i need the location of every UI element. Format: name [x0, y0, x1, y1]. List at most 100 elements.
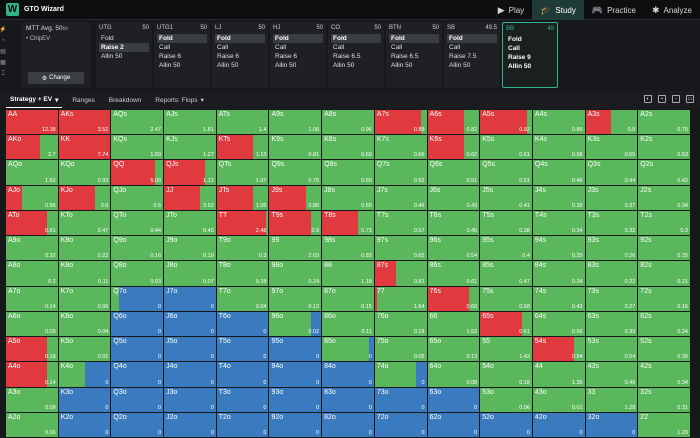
- hand-cell[interactable]: 54o 0.18: [480, 362, 532, 387]
- hand-cell[interactable]: 82o 0: [322, 412, 374, 437]
- hand-cell[interactable]: 42s 0.34: [638, 362, 690, 387]
- hand-cell[interactable]: T8o 0.18: [216, 261, 269, 286]
- action-option[interactable]: Allin 50: [101, 53, 123, 60]
- action-option[interactable]: Call: [449, 44, 461, 51]
- hand-cell[interactable]: TT 2.48: [216, 210, 269, 236]
- hand-cell[interactable]: KTs 1.13: [216, 135, 269, 160]
- hand-cell[interactable]: K8o 0.11: [58, 261, 111, 286]
- hand-cell[interactable]: 75o 0.05: [374, 337, 427, 362]
- hand-cell[interactable]: 93o 0: [269, 387, 322, 412]
- hand-cell[interactable]: Q7s 0.52: [374, 160, 427, 185]
- hand-cell[interactable]: A8o 0.2: [6, 261, 58, 286]
- nav-study[interactable]: 🎓 Study: [532, 0, 584, 20]
- lightning-icon[interactable]: ⚡: [0, 27, 7, 33]
- hand-cell[interactable]: A7o 0.14: [6, 286, 58, 311]
- hand-cell[interactable]: J2o 0: [164, 412, 216, 437]
- hand-cell[interactable]: 22 1.29: [638, 412, 690, 437]
- hand-cell[interactable]: 74s 0.42: [532, 286, 585, 311]
- hand-cell[interactable]: KTo 0.47: [58, 210, 111, 236]
- hand-cell[interactable]: 86s 0.61: [427, 261, 480, 286]
- action-option[interactable]: Call: [391, 44, 403, 51]
- position-btn[interactable]: BTN 50 Fold Call Raise 6.5 Allin 50: [386, 22, 442, 88]
- hand-cell[interactable]: QQ 5.09: [111, 160, 164, 185]
- hand-cell[interactable]: K7s 0.66: [374, 135, 427, 160]
- tab-ranges[interactable]: Ranges: [72, 96, 95, 104]
- hand-cell[interactable]: A3s 0.8: [585, 110, 638, 135]
- hand-cell[interactable]: K8s 0.69: [322, 135, 374, 160]
- hand-cell[interactable]: AQo 1.62: [6, 160, 58, 185]
- hand-cell[interactable]: K6o 0.04: [58, 311, 111, 337]
- hand-cell[interactable]: T2s 0.3: [638, 210, 690, 236]
- hand-cell[interactable]: 83s 0.22: [585, 261, 638, 286]
- hand-cell[interactable]: J7o 0: [164, 286, 216, 311]
- hand-cell[interactable]: 96o 0.02: [269, 311, 322, 337]
- window-icon[interactable]: ▭: [686, 95, 694, 103]
- grid-view-icon[interactable]: ▪: [658, 95, 666, 103]
- position-sb[interactable]: SB 49.5 Fold Call Raise 7.5 Allin 50: [444, 22, 500, 88]
- hand-cell[interactable]: Q8s 0.59: [322, 160, 374, 185]
- hand-cell[interactable]: T9s 0.9: [269, 210, 322, 236]
- hand-cell[interactable]: 98s 0.83: [322, 236, 374, 261]
- action-option[interactable]: Call: [508, 45, 520, 52]
- hand-cell[interactable]: K3s 0.55: [585, 135, 638, 160]
- hand-cell[interactable]: AKo 2.7: [6, 135, 58, 160]
- action-option[interactable]: Allin 50: [275, 62, 297, 69]
- hand-cell[interactable]: J8o 0.07: [164, 261, 216, 286]
- hand-cell[interactable]: QTs 1.07: [216, 160, 269, 185]
- hand-cell[interactable]: A6s 0.82: [427, 110, 480, 135]
- hand-cell[interactable]: 52s 0.39: [638, 337, 690, 362]
- action-option[interactable]: Allin 50: [508, 63, 532, 70]
- hand-cell[interactable]: A4s 0.86: [532, 110, 585, 135]
- position-utg[interactable]: UTG 50 Fold Raise 2 Allin 50: [96, 22, 152, 88]
- action-option[interactable]: Raise 6.5: [333, 53, 361, 60]
- hand-cell[interactable]: A5o 0.18: [6, 337, 58, 362]
- hand-cell[interactable]: 64o 0.08: [427, 362, 480, 387]
- save-icon[interactable]: ▤: [0, 49, 6, 55]
- tab-strategy-ev[interactable]: Strategy + EV ▾: [6, 93, 63, 108]
- contrast-icon[interactable]: ◐: [644, 95, 652, 103]
- hand-cell[interactable]: JJ 3.52: [164, 185, 216, 210]
- table-icon[interactable]: ▦: [0, 60, 6, 66]
- hand-cell[interactable]: 53s 0.54: [585, 337, 638, 362]
- change-button[interactable]: ⚙ Change: [28, 72, 84, 84]
- hand-cell[interactable]: ATo 0.61: [6, 210, 58, 236]
- hand-cell[interactable]: 73o 0: [374, 387, 427, 412]
- action-option[interactable]: Fold: [389, 34, 439, 43]
- hand-cell[interactable]: 33 1.28: [585, 387, 638, 412]
- hand-cell[interactable]: Q5s 0.51: [480, 160, 532, 185]
- hand-cell[interactable]: 52o 0: [480, 412, 532, 437]
- hand-cell[interactable]: J6o 0: [164, 311, 216, 337]
- hand-cell[interactable]: T3s 0.32: [585, 210, 638, 236]
- logo-icon[interactable]: W: [6, 3, 19, 16]
- hand-cell[interactable]: 74o 0: [374, 362, 427, 387]
- hand-cell[interactable]: A2o 0.06: [6, 412, 58, 437]
- action-option[interactable]: Allin 50: [391, 62, 413, 69]
- hand-cell[interactable]: 87o 0.15: [322, 286, 374, 311]
- hand-cell[interactable]: 54s 0.54: [532, 337, 585, 362]
- hand-cell[interactable]: Q9s 0.75: [269, 160, 322, 185]
- hand-cell[interactable]: T7o 0.04: [216, 286, 269, 311]
- hand-cell[interactable]: 66 1.52: [427, 311, 480, 337]
- hand-cell[interactable]: Q2s 0.42: [638, 160, 690, 185]
- hand-cell[interactable]: AKs 3.52: [58, 110, 111, 135]
- hand-cell[interactable]: A6o 0.09: [6, 311, 58, 337]
- hand-cell[interactable]: 75s 0.58: [480, 286, 532, 311]
- hand-cell[interactable]: K3o 0: [58, 387, 111, 412]
- hand-cell[interactable]: JTs 1.06: [216, 185, 269, 210]
- hand-cell[interactable]: 98o 0.24: [269, 261, 322, 286]
- hand-cell[interactable]: 88 1.18: [322, 261, 374, 286]
- hand-cell[interactable]: J7s 0.46: [374, 185, 427, 210]
- hand-cell[interactable]: T3o 0: [216, 387, 269, 412]
- hand-cell[interactable]: QJs 1.12: [164, 160, 216, 185]
- hand-cell[interactable]: J9o 0.19: [164, 236, 216, 261]
- action-option[interactable]: Call: [217, 44, 229, 51]
- tab-breakdown[interactable]: Breakdown: [108, 96, 142, 104]
- hand-cell[interactable]: 43s 0.46: [585, 362, 638, 387]
- hand-cell[interactable]: Q3s 0.44: [585, 160, 638, 185]
- hand-cell[interactable]: J5o 0: [164, 337, 216, 362]
- hand-cell[interactable]: T5o 0: [216, 337, 269, 362]
- action-option[interactable]: Raise 6: [159, 53, 182, 60]
- hand-cell[interactable]: Q2o 0: [111, 412, 164, 437]
- action-option[interactable]: Fold: [215, 34, 265, 43]
- hand-cell[interactable]: A9s 1.06: [269, 110, 322, 135]
